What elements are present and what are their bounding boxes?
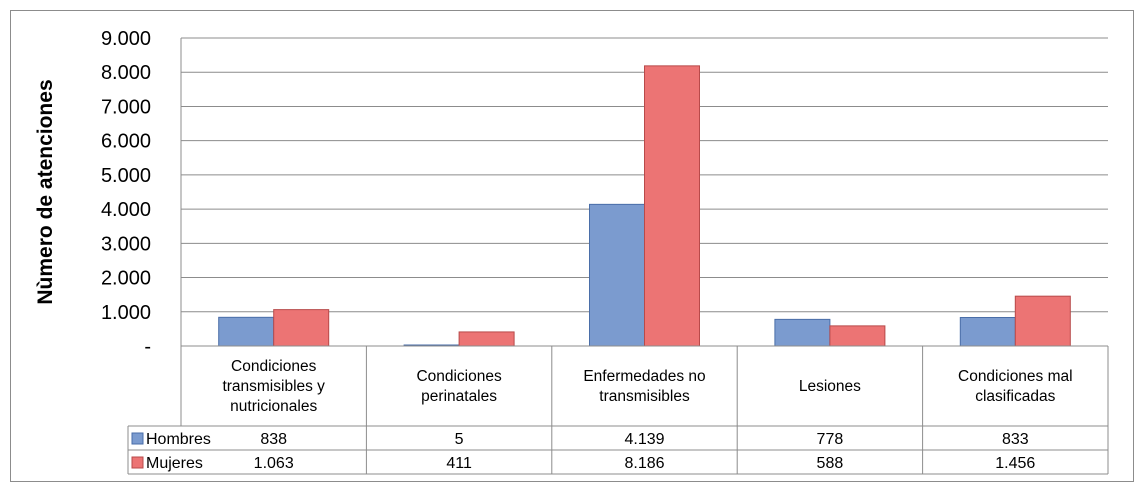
category-label-2-line-1: transmisibles <box>599 388 690 405</box>
bar-mujeres-1 <box>458 331 515 347</box>
series-name-hombres: Hombres <box>146 431 211 448</box>
data-label-mujeres-4: 1.456 <box>995 455 1035 472</box>
y-tick-label-5: 5.000 <box>101 165 151 187</box>
y-tick-label-2: 2.000 <box>101 268 151 290</box>
category-label-0-line-0: Condiciones <box>231 358 317 375</box>
data-label-mujeres-1: 411 <box>446 455 472 472</box>
bar-hombres-0 <box>218 316 275 347</box>
y-tick-label-3: 3.000 <box>101 233 151 255</box>
category-label-1-line-0: Condiciones <box>416 368 502 385</box>
chart-frame <box>10 10 1134 482</box>
category-label-1-line-1: perinatales <box>421 388 497 405</box>
category-label-0-line-2: nutricionales <box>230 398 317 415</box>
y-axis-label: Nùmero de atenciones <box>34 79 57 304</box>
category-label-0-line-1: transmisibles y <box>222 378 325 395</box>
legend-key-hombres <box>131 432 144 445</box>
data-label-hombres-1: 5 <box>455 431 464 448</box>
bar-hombres-4 <box>959 316 1016 347</box>
data-label-hombres-0: 838 <box>260 431 287 448</box>
data-label-mujeres-2: 8.186 <box>624 455 664 472</box>
y-tick-label-4: 4.000 <box>101 199 151 221</box>
bar-mujeres-2 <box>644 65 700 347</box>
bar-mujeres-0 <box>273 309 330 347</box>
y-tick-label-1: 1.000 <box>101 302 151 324</box>
data-label-mujeres-3: 588 <box>817 455 844 472</box>
data-label-hombres-2: 4.139 <box>624 431 664 448</box>
series-name-mujeres: Mujeres <box>146 455 203 472</box>
y-tick-label-9: 9.000 <box>101 28 151 50</box>
category-label-3-line-0: Lesiones <box>799 378 861 395</box>
category-label-2-line-0: Enfermedades no <box>583 368 705 385</box>
legend-key-mujeres <box>131 456 144 469</box>
y-tick-label-0: - <box>144 336 151 358</box>
bar-mujeres-4 <box>1014 295 1071 347</box>
bar-hombres-3 <box>774 318 831 347</box>
bar-mujeres-3 <box>829 325 886 347</box>
data-label-mujeres-0: 1.063 <box>254 455 294 472</box>
y-tick-label-7: 7.000 <box>101 96 151 118</box>
category-label-4-line-1: clasificadas <box>975 388 1055 405</box>
category-label-4-line-0: Condiciones mal <box>958 368 1073 385</box>
data-label-hombres-3: 778 <box>817 431 844 448</box>
y-tick-label-6: 6.000 <box>101 131 151 153</box>
data-label-hombres-4: 833 <box>1002 431 1029 448</box>
y-tick-label-8: 8.000 <box>101 62 151 84</box>
bar-hombres-2 <box>589 203 645 347</box>
